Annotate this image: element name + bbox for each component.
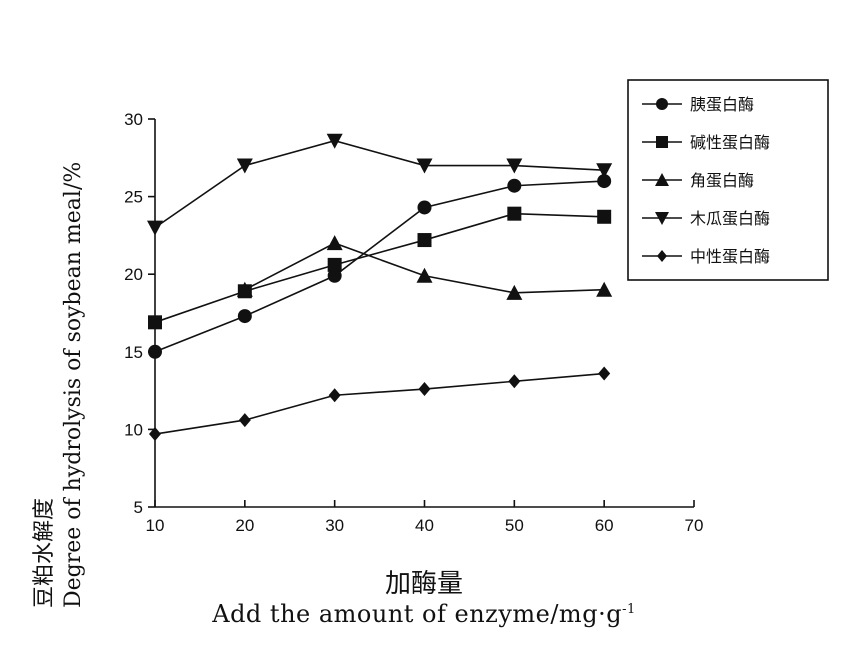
marker-diamond (508, 374, 521, 389)
y-tick-label: 10 (124, 420, 143, 439)
legend-item: 角蛋白酶 (642, 171, 754, 190)
legend-item: 胰蛋白酶 (642, 95, 754, 114)
x-axis-label-en: Add the amount of enzyme/mg·g-1 (0, 600, 848, 628)
marker-square (417, 233, 432, 248)
marker-square (327, 257, 342, 272)
marker-triangle-down (416, 158, 433, 174)
marker-square (656, 136, 668, 148)
marker-diamond (149, 427, 161, 442)
series-1 (148, 174, 612, 359)
series-2 (148, 206, 612, 330)
marker-triangle-down (506, 158, 523, 174)
marker-circle (148, 344, 162, 359)
marker-circle (597, 174, 612, 189)
marker-triangle-down (236, 158, 253, 174)
marker-circle (507, 178, 522, 193)
marker-diamond (418, 382, 431, 397)
x-axis-label-unit: g (606, 600, 623, 628)
marker-diamond (238, 413, 251, 428)
x-tick-label: 30 (325, 516, 344, 535)
y-axis-label: 豆粕水解度 Degree of hydrolysis of soybean me… (31, 88, 91, 608)
x-axis-label-unit-sep: · (598, 600, 607, 628)
legend-item: 碱性蛋白酶 (642, 133, 770, 152)
y-tick-label: 15 (124, 343, 143, 362)
x-axis-label-en-text: Add the amount of enzyme/mg (212, 600, 599, 628)
marker-triangle-down (147, 220, 163, 236)
x-tick-label: 50 (505, 516, 524, 535)
series-line (154, 212, 605, 324)
marker-circle (656, 98, 668, 110)
marker-triangle-up (655, 173, 669, 186)
y-tick-label: 20 (124, 265, 143, 284)
marker-triangle-up (236, 281, 253, 297)
x-tick-label: 70 (685, 516, 704, 535)
legend-label: 中性蛋白酶 (690, 247, 770, 266)
series-4 (147, 133, 613, 236)
series-line (154, 180, 605, 353)
x-tick-label: 20 (235, 516, 254, 535)
marker-diamond (328, 388, 341, 403)
x-axis-label-sup: -1 (622, 602, 636, 617)
marker-circle (417, 200, 432, 215)
y-tick-label: 5 (134, 498, 143, 517)
marker-square (148, 315, 162, 330)
series-layer (147, 133, 613, 442)
marker-diamond (657, 250, 667, 262)
x-axis-label-cn: 加酶量 (384, 569, 463, 599)
marker-diamond (598, 366, 611, 381)
marker-triangle-up (506, 284, 523, 300)
series-line (154, 372, 605, 435)
marker-square (597, 209, 612, 224)
marker-triangle-down (596, 163, 613, 179)
x-tick-label: 40 (415, 516, 434, 535)
marker-triangle-up (326, 235, 343, 251)
legend-item: 木瓜蛋白酶 (642, 209, 770, 228)
y-axis-label-en: Degree of hydrolysis of soybean meal/% (61, 161, 86, 608)
marker-triangle-down (326, 133, 343, 149)
x-tick-label: 10 (146, 516, 165, 535)
series-line (154, 139, 605, 229)
marker-triangle-up (416, 267, 433, 283)
series-3 (236, 235, 613, 300)
legend-label: 木瓜蛋白酶 (690, 209, 770, 228)
marker-triangle-up (596, 281, 613, 297)
series-5 (149, 366, 611, 442)
marker-triangle-down (655, 212, 669, 225)
marker-circle (327, 268, 342, 283)
marker-square (507, 206, 522, 221)
legend-label: 胰蛋白酶 (690, 95, 754, 114)
marker-circle (237, 309, 252, 324)
legend-label: 角蛋白酶 (690, 171, 754, 190)
legend-item: 中性蛋白酶 (642, 247, 770, 266)
x-tick-label: 60 (595, 516, 614, 535)
y-tick-label: 30 (124, 110, 143, 129)
y-tick-label: 25 (124, 188, 143, 207)
legend-label: 碱性蛋白酶 (690, 133, 770, 152)
y-axis-label-cn: 豆粕水解度 (32, 497, 57, 608)
legend-box (627, 79, 829, 281)
